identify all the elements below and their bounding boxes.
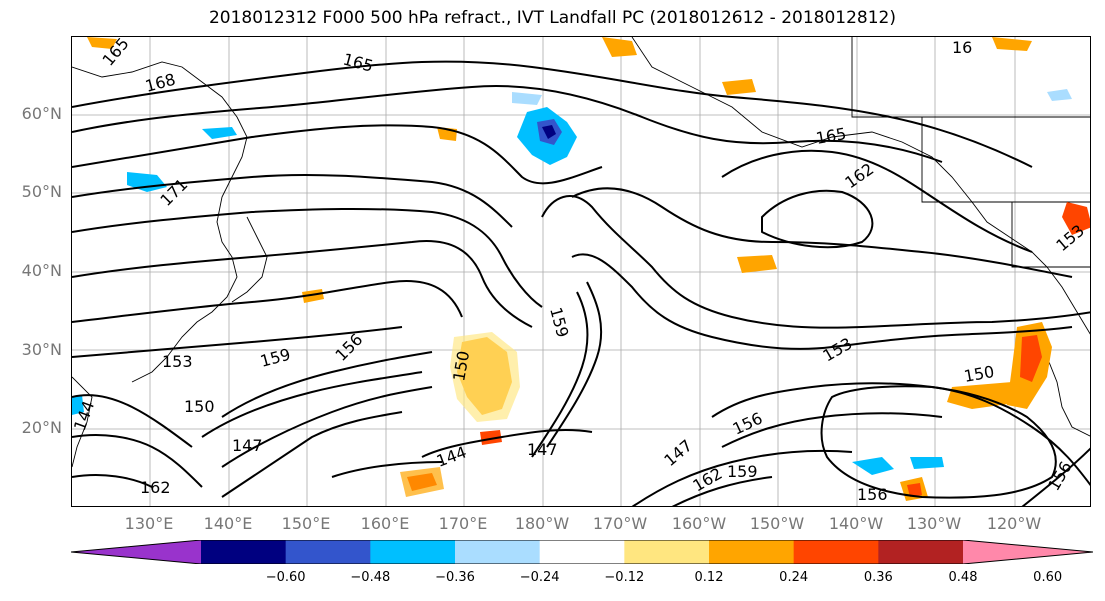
contour-label: 147	[232, 436, 263, 455]
lat-label-30n: 30°N	[21, 340, 62, 359]
contour-label: 162	[140, 478, 171, 497]
contour-label: 171	[156, 175, 191, 210]
lon-label-130e: 130°E	[124, 514, 174, 533]
contour-label: 165	[341, 50, 375, 76]
colorbar-svg	[70, 539, 1094, 565]
shade-blob-blue-nw	[202, 127, 237, 139]
contour-label: 162	[841, 159, 877, 192]
contour-label: 147	[527, 440, 558, 459]
colorbar-segment	[370, 540, 456, 564]
colorbar-tick-label: 0.36	[863, 570, 893, 585]
lon-label-140w: 140°W	[828, 514, 884, 533]
colorbar-segment	[539, 540, 625, 564]
colorbar-tick-label: 0.48	[948, 570, 978, 585]
lat-label-20n: 20°N	[21, 418, 62, 437]
lon-label-120w: 120°W	[986, 514, 1042, 533]
shading-positive	[87, 37, 1090, 501]
lon-label-170w: 170°W	[592, 514, 648, 533]
contour-label: 16	[952, 38, 972, 57]
colorbar-tick-label: −0.60	[265, 570, 306, 585]
lon-label-160e: 160°E	[360, 514, 410, 533]
lon-label-150w: 150°W	[749, 514, 805, 533]
shade-blob-orange-se2	[947, 382, 1022, 409]
gridlines	[72, 37, 1090, 506]
map-canvas: 165 168 165 171 165 162 16 159 153 153 1…	[72, 37, 1090, 506]
lat-label-40n: 40°N	[21, 261, 62, 280]
lon-label-140e: 140°E	[203, 514, 253, 533]
map-panel: 165 168 165 171 165 162 16 159 153 153 1…	[71, 36, 1091, 507]
colorbar-segment	[793, 540, 879, 564]
contour-label: 159	[727, 462, 758, 481]
shade-blob-orange-ne2	[1062, 202, 1090, 235]
colorbar-segment	[455, 540, 541, 564]
shade-blob-orange-ne	[722, 79, 756, 95]
lon-label-130w: 130°W	[906, 514, 962, 533]
colorbar-tick-label: 0.24	[779, 570, 809, 585]
contour-label: 147	[660, 436, 696, 470]
shade-blob-navy-core	[542, 125, 556, 139]
lat-label-50n: 50°N	[21, 182, 62, 201]
map-title: 2018012312 F000 500 hPa refract., IVT La…	[208, 8, 896, 28]
colorbar-tick-label: 0.60	[1033, 570, 1063, 585]
shade-blob-orange-e1	[737, 255, 777, 273]
coastlines	[72, 37, 1090, 468]
contour-label: 150	[184, 397, 215, 416]
contour-label: 156	[1044, 458, 1076, 494]
contour-label: 159	[546, 305, 572, 339]
contour-label: 159	[258, 345, 292, 371]
colorbar-segment	[624, 540, 710, 564]
colorbar-tick-label: 0.12	[694, 570, 724, 585]
shade-blob-red-se	[1020, 335, 1042, 382]
shade-blob-lightblue-ne	[1047, 89, 1072, 101]
colorbar-tick-label: −0.48	[350, 570, 391, 585]
lat-label-60n: 60°N	[21, 104, 62, 123]
shade-blob-orange-c2	[302, 289, 324, 303]
colorbar-tick-label: −0.12	[604, 570, 645, 585]
colorbar-tick-label: −0.24	[519, 570, 560, 585]
shade-blob-blue-e	[852, 457, 894, 475]
shade-blob-lightblue-c	[512, 92, 542, 105]
shade-blob-red-se3	[907, 483, 922, 497]
colorbar-segment	[201, 540, 287, 564]
colorbar	[70, 539, 1094, 565]
contour-label: 156	[730, 408, 766, 438]
contour-label: 153	[162, 352, 193, 371]
shade-blob-orange-ne3	[992, 37, 1032, 51]
colorbar-segment	[285, 540, 371, 564]
contour-label: 165	[814, 124, 847, 148]
lon-label-180w: 180°W	[514, 514, 570, 533]
contour-label: 150	[962, 362, 995, 386]
colorbar-tick-label: −0.36	[435, 570, 475, 585]
shade-blob-orange-nne	[602, 37, 637, 57]
contour-label: 156	[857, 485, 888, 504]
lon-label-170e: 170°E	[438, 514, 488, 533]
contour-label: 168	[143, 70, 177, 96]
colorbar-extend-high	[963, 540, 1093, 564]
colorbar-extend-low	[71, 540, 201, 564]
shade-blob-orange-sw	[400, 467, 444, 497]
shade-blob-blue-e2	[910, 457, 944, 469]
contour-label: 162	[690, 464, 726, 496]
shade-blob-orange-nw	[87, 37, 117, 49]
lon-label-160w: 160°W	[671, 514, 727, 533]
contour-label-group: 165 168 165 171 165 162 16 159 153 153 1…	[72, 37, 1088, 504]
colorbar-segment	[878, 540, 964, 564]
shade-blob-yellow-c	[450, 332, 520, 422]
shade-blob-blue-sw	[72, 395, 84, 415]
colorbar-segment	[709, 540, 795, 564]
contour-label: 153	[820, 334, 856, 366]
lon-label-150e: 150°E	[281, 514, 331, 533]
refractivity-contours	[72, 60, 1090, 506]
shade-blob-orange-c3	[480, 430, 502, 445]
